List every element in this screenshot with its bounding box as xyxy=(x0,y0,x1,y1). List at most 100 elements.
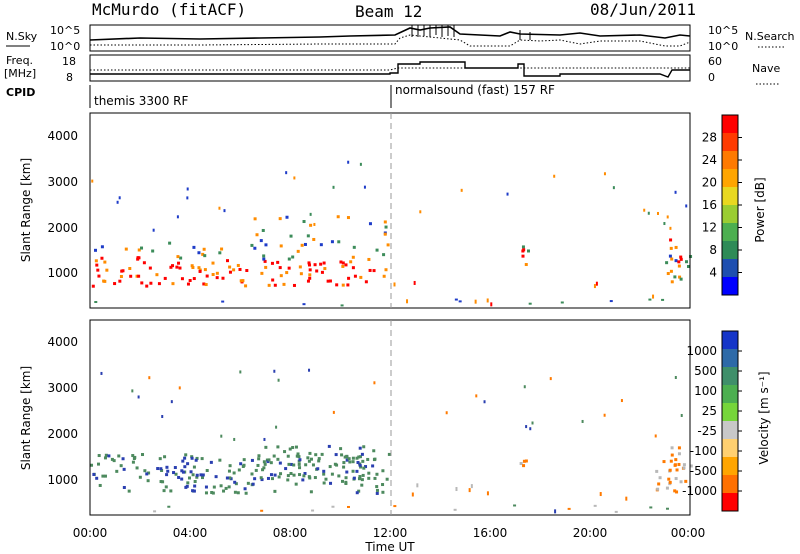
range-cell xyxy=(595,281,598,286)
range-cell xyxy=(675,490,679,494)
cpid-row: CPID themis 3300 RF normalsound (fast) 1… xyxy=(6,83,555,108)
range-cell xyxy=(264,445,268,449)
range-cell xyxy=(259,239,263,243)
range-cell xyxy=(287,257,291,261)
range-cell xyxy=(243,487,247,491)
range-cell xyxy=(246,481,250,485)
power-panel: Slant Range [km] 4000 3000 2000 1000 282… xyxy=(19,112,767,309)
cpid-segment-normalsound: normalsound (fast) 157 RF xyxy=(395,83,555,97)
range-cell xyxy=(297,455,301,459)
range-cell xyxy=(381,490,385,494)
range-cell xyxy=(603,172,606,176)
range-cell xyxy=(267,283,271,287)
range-cell xyxy=(239,462,243,466)
range-cell xyxy=(137,274,141,278)
range-cell xyxy=(174,472,178,476)
range-cell xyxy=(455,487,458,492)
range-cell xyxy=(244,284,248,288)
range-cell xyxy=(668,468,672,472)
range-cell xyxy=(349,260,353,264)
range-cell xyxy=(104,453,108,457)
range-cell xyxy=(673,463,677,467)
range-cell xyxy=(383,220,387,224)
xtick-0: 00:00 xyxy=(73,526,108,540)
range-cell xyxy=(306,279,310,283)
range-cell xyxy=(309,457,313,461)
range-cell xyxy=(674,190,677,194)
colorbar-tick-label: 8 xyxy=(709,243,717,257)
time-axis: 00:00 04:00 08:00 12:00 16:00 20:00 00:0… xyxy=(73,526,706,554)
range-cell xyxy=(283,450,287,454)
sky-search-panel: N.Sky 10^5 10^0 10^5 10^0 N.Search xyxy=(6,24,795,53)
range-cell xyxy=(614,510,618,513)
range-cell xyxy=(142,261,146,265)
range-cell xyxy=(679,277,683,281)
range-cell xyxy=(560,301,564,304)
range-cell xyxy=(654,434,657,438)
range-cell xyxy=(277,378,280,382)
range-cell xyxy=(179,256,183,260)
range-cell xyxy=(524,459,528,463)
range-cell xyxy=(250,472,254,476)
beam-title: Beam 12 xyxy=(355,2,422,21)
range-cell xyxy=(313,263,317,267)
range-cell xyxy=(513,504,517,507)
range-cell xyxy=(190,455,194,459)
range-cell xyxy=(102,279,106,283)
range-cell xyxy=(328,279,332,283)
range-cell xyxy=(306,234,310,238)
range-cell xyxy=(261,228,265,232)
range-cell xyxy=(159,467,163,471)
range-cell xyxy=(300,243,304,247)
range-cell xyxy=(228,476,232,480)
range-cell xyxy=(162,489,166,493)
range-cell xyxy=(368,268,372,272)
range-cell xyxy=(94,259,98,263)
range-cell xyxy=(301,478,305,482)
range-cell xyxy=(161,415,164,419)
range-cell xyxy=(113,282,117,286)
range-cell xyxy=(180,277,184,281)
range-cell xyxy=(603,413,606,417)
range-cell xyxy=(311,509,315,512)
velocity-ylabel: Slant Range [km] xyxy=(19,366,33,470)
range-cell xyxy=(352,476,356,480)
range-cell xyxy=(253,246,257,250)
range-cell xyxy=(522,459,526,463)
range-cell xyxy=(358,446,362,450)
range-cell xyxy=(200,457,204,461)
range-cell xyxy=(183,465,187,469)
range-cell xyxy=(669,226,672,230)
range-cell xyxy=(168,241,172,245)
range-cell xyxy=(124,247,128,251)
range-cell xyxy=(197,251,201,255)
velocity-panel: Slant Range [km] 4000 3000 2000 1000 100… xyxy=(19,319,771,516)
range-cell xyxy=(314,453,318,457)
range-cell xyxy=(257,457,261,461)
range-cell xyxy=(383,232,387,236)
range-cell xyxy=(131,460,135,464)
range-cell xyxy=(666,215,669,219)
range-cell xyxy=(122,485,126,489)
nsearch-label: N.Search xyxy=(745,30,795,43)
range-cell xyxy=(334,453,338,457)
range-cell xyxy=(100,256,104,260)
range-cell xyxy=(483,400,486,404)
range-cell xyxy=(193,484,197,488)
range-cell xyxy=(375,248,379,252)
range-cell xyxy=(250,243,254,247)
colorbar-tick-label: 500 xyxy=(694,364,717,378)
range-cell xyxy=(322,261,326,265)
range-cell xyxy=(103,456,107,460)
range-cell xyxy=(236,491,240,495)
range-cell xyxy=(312,237,316,241)
range-cell xyxy=(308,451,312,455)
range-cell xyxy=(117,454,121,458)
range-cell xyxy=(296,452,300,456)
range-cell xyxy=(90,463,94,467)
xtick-4: 16:00 xyxy=(473,526,508,540)
range-cell xyxy=(267,458,271,462)
range-cell xyxy=(308,268,312,272)
range-cell xyxy=(119,275,123,279)
range-cell xyxy=(460,188,463,192)
